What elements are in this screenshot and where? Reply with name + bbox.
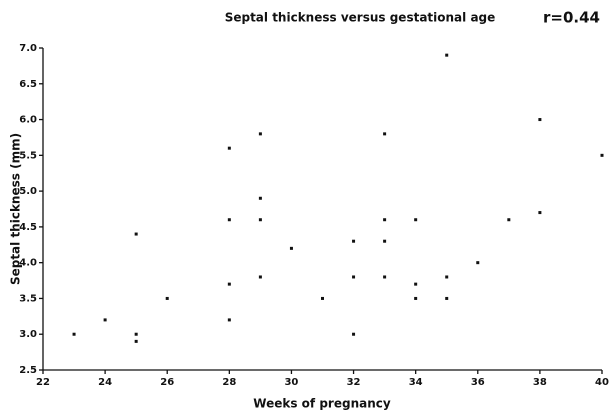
x-tick-label: 26 [160,377,174,388]
x-tick-label: 34 [409,377,423,388]
y-tick-label: 4.0 [19,258,37,269]
point [445,275,449,279]
x-axis-label: Weeks of pregnancy [253,397,391,411]
y-tick-label: 5.0 [19,186,37,197]
point [414,296,418,300]
point [227,282,231,286]
point [258,275,262,279]
point [258,132,262,136]
point [383,275,387,279]
point [445,296,449,300]
point [258,218,262,222]
point [383,132,387,136]
x-tick-label: 24 [98,377,112,388]
point [383,218,387,222]
y-tick-label: 3.5 [19,293,37,304]
y-tick-label: 2.5 [19,365,37,376]
point [165,296,169,300]
point [227,318,231,322]
point [227,218,231,222]
point [321,296,324,300]
point [600,153,604,157]
point [445,53,449,57]
x-tick-label: 32 [347,377,361,388]
point [538,211,542,215]
point [476,261,480,265]
y-tick-label: 6.0 [19,115,37,126]
point [352,239,356,243]
y-tick-label: 4.5 [19,222,37,233]
point [289,246,293,250]
x-tick-label: 36 [471,377,485,388]
point [414,218,418,222]
point [383,239,387,243]
annotation: r=0.44 [543,9,600,27]
point [134,339,138,343]
y-tick-label: 5.5 [19,150,37,161]
point [352,332,356,336]
point [227,146,231,150]
point [258,196,262,200]
y-tick-label: 7.0 [19,43,37,54]
y-tick-label: 3.0 [19,329,37,340]
point [134,332,138,336]
x-tick-label: 38 [533,377,547,388]
point [72,332,76,336]
chart-title: Septal thickness versus gestational age [225,11,496,25]
point [538,118,542,122]
x-tick-label: 22 [36,377,50,388]
point [352,275,356,279]
y-tick-label: 6.5 [19,79,37,90]
x-tick-label: 40 [595,377,609,388]
point [103,318,107,322]
y-axis-label: Septal thickness (mm) [9,133,23,285]
x-tick-label: 30 [284,377,298,388]
point [507,218,511,222]
point [414,282,418,286]
point [134,232,138,236]
x-tick-label: 28 [222,377,236,388]
